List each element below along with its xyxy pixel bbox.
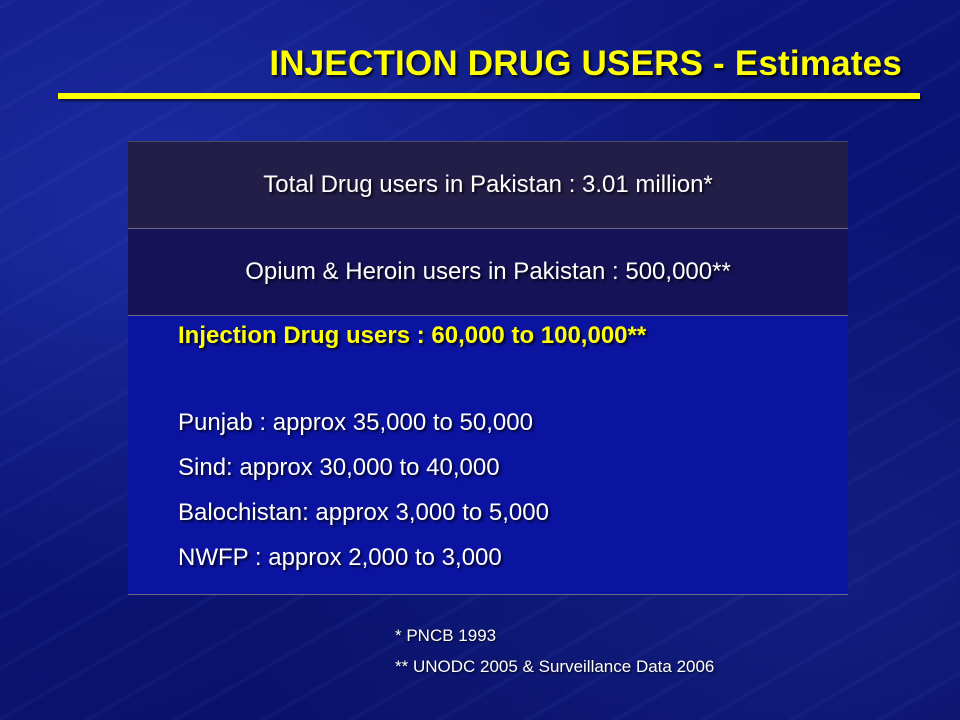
title-underline [58,93,920,99]
province-list: Punjab : approx 35,000 to 50,000 Sind: a… [178,400,646,580]
references: * PNCB 1993 ** UNODC 2005 & Surveillance… [395,620,714,682]
opium-heroin-text: Opium & Heroin users in Pakistan : 500,0… [245,258,731,285]
injection-users-heading: Injection Drug users : 60,000 to 100,000… [178,322,647,349]
slide-title: INJECTION DRUG USERS - Estimates [269,44,902,83]
injection-users-block: Injection Drug users : 60,000 to 100,000… [178,322,646,580]
opium-heroin-row: Opium & Heroin users in Pakistan : 500,0… [128,229,848,316]
province-nwfp: NWFP : approx 2,000 to 3,000 [178,544,502,571]
total-users-text: Total Drug users in Pakistan : 3.01 mill… [263,171,713,198]
province-balochistan: Balochistan: approx 3,000 to 5,000 [178,499,549,526]
province-punjab: Punjab : approx 35,000 to 50,000 [178,409,533,436]
total-users-row: Total Drug users in Pakistan : 3.01 mill… [128,141,848,229]
reference-unodc: ** UNODC 2005 & Surveillance Data 2006 [395,657,715,676]
injection-users-row: Injection Drug users : 60,000 to 100,000… [128,316,848,595]
reference-pncb: * PNCB 1993 [395,626,497,645]
estimates-table: Total Drug users in Pakistan : 3.01 mill… [128,141,848,595]
province-sind: Sind: approx 30,000 to 40,000 [178,454,500,481]
